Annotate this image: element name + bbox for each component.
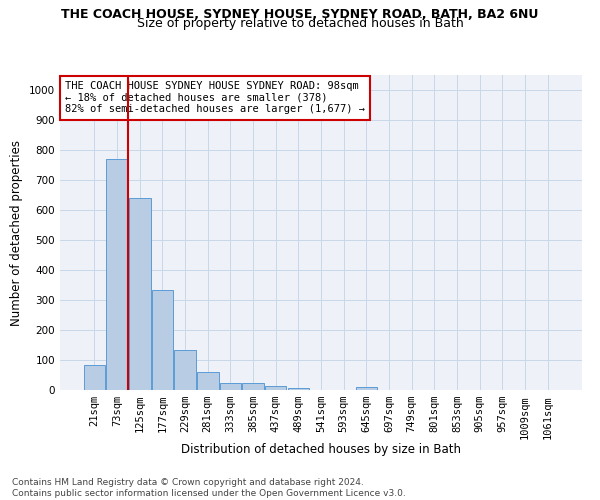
Bar (152, 290, 173, 390)
Bar (356, 387, 377, 390)
Bar (265, 386, 286, 390)
Bar (84, 365, 105, 390)
Bar (175, 350, 196, 390)
Bar (106, 159, 128, 390)
Y-axis label: Number of detached properties: Number of detached properties (10, 140, 23, 326)
Bar (220, 382, 241, 390)
Bar (129, 198, 151, 390)
Bar (197, 372, 218, 390)
Text: Distribution of detached houses by size in Bath: Distribution of detached houses by size … (181, 442, 461, 456)
Text: Contains HM Land Registry data © Crown copyright and database right 2024.
Contai: Contains HM Land Registry data © Crown c… (12, 478, 406, 498)
Bar (242, 384, 264, 390)
Text: Size of property relative to detached houses in Bath: Size of property relative to detached ho… (137, 18, 463, 30)
Text: THE COACH HOUSE SYDNEY HOUSE SYDNEY ROAD: 98sqm
← 18% of detached houses are sma: THE COACH HOUSE SYDNEY HOUSE SYDNEY ROAD… (65, 82, 365, 114)
Text: THE COACH HOUSE, SYDNEY HOUSE, SYDNEY ROAD, BATH, BA2 6NU: THE COACH HOUSE, SYDNEY HOUSE, SYDNEY RO… (61, 8, 539, 20)
Bar (287, 388, 309, 390)
